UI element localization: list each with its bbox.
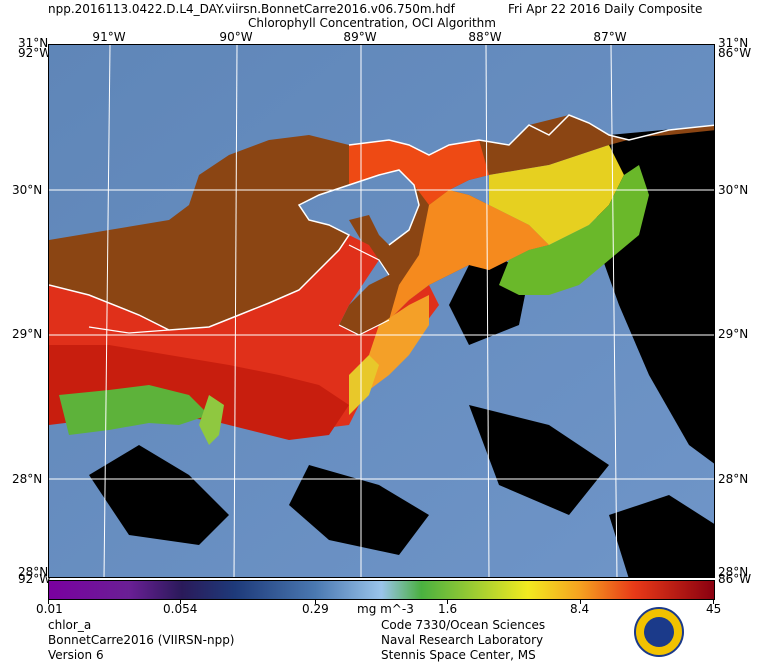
- lat-label-30-left: 30°N: [12, 183, 43, 197]
- corner-bottom-left-lat: 28°N: [18, 565, 49, 579]
- colorbar: [48, 580, 715, 600]
- chl-yellow: [489, 145, 624, 245]
- colorbar-tick-5: [713, 600, 714, 604]
- colorbar-tick-1: [180, 600, 181, 604]
- lon-label-89: 89°W: [343, 30, 377, 44]
- coastline-islands: [88, 244, 390, 336]
- date-title: Fri Apr 22 2016 Daily Composite: [508, 2, 703, 16]
- colorbar-tick-0: [48, 600, 49, 604]
- chl-high-sound: [349, 140, 489, 205]
- cloud-patch-1: [89, 445, 229, 545]
- chl-yellow-plume: [349, 355, 379, 415]
- cloud-patch-4: [609, 495, 714, 577]
- colorbar-tick-4: [580, 600, 581, 604]
- footer-product: chlor_a: [48, 618, 92, 632]
- colorbar-units: mg m^-3: [357, 602, 414, 616]
- footer-location: Stennis Space Center, MS: [381, 648, 536, 662]
- corner-bottom-right-lon: 86°W: [718, 572, 752, 586]
- colorbar-label-0: 0.01: [36, 602, 63, 616]
- corner-top-right-lon: 86°W: [718, 46, 752, 60]
- chl-green: [499, 165, 649, 295]
- corner-top-left-lon: 92°W: [18, 46, 52, 60]
- colorbar-svg: [49, 581, 714, 599]
- land: [49, 45, 714, 335]
- lat-label-29-left: 29°N: [12, 327, 43, 341]
- lon-label-90: 90°W: [219, 30, 253, 44]
- chlorophyll-map: [48, 44, 715, 578]
- seal-inner: [644, 617, 674, 647]
- colorbar-tick-2: [315, 600, 316, 604]
- colorbar-tick-3: [447, 600, 448, 604]
- colorbar-label-1: 0.054: [163, 602, 198, 616]
- graticule: [49, 45, 714, 577]
- subtitle: Chlorophyll Concentration, OCI Algorithm: [248, 16, 496, 30]
- lat-label-29-right: 29°N: [718, 327, 749, 341]
- cloud-patch-2: [289, 465, 429, 555]
- corner-top-left-lat: 31°N: [18, 36, 49, 50]
- lon-label-87: 87°W: [593, 30, 627, 44]
- coastline: [49, 114, 714, 331]
- colorbar-gradient: [49, 581, 714, 599]
- colorbar-label-4: 8.4: [570, 602, 590, 616]
- cloud-patch-3: [469, 405, 609, 515]
- lon-label-91: 91°W: [92, 30, 126, 44]
- colorbar-label-2: 0.29: [302, 602, 329, 616]
- chl-green-plume: [199, 395, 224, 445]
- footer-code: Code 7330/Ocean Sciences: [381, 618, 546, 632]
- footer-lab: Naval Research Laboratory: [381, 633, 544, 647]
- colorbar-label-3: 1.6: [438, 602, 458, 616]
- lat-label-30-right: 30°N: [718, 183, 749, 197]
- chl-orange: [389, 190, 549, 320]
- corner-bottom-left-lon: 92°W: [18, 572, 52, 586]
- lon-label-88: 88°W: [468, 30, 502, 44]
- footer-version: Version 6: [48, 648, 104, 662]
- filename-title: npp.2016113.0422.D.L4_DAY.viirsn.BonnetC…: [48, 2, 455, 16]
- colorbar-label-5: 45: [706, 602, 722, 616]
- lat-label-28-left: 28°N: [12, 472, 43, 486]
- corner-bottom-right-lat: 28°N: [718, 565, 749, 579]
- nrl-seal-icon: [634, 607, 684, 657]
- corner-top-right-lat: 31°N: [718, 36, 749, 50]
- footer-dataset: BonnetCarre2016 (VIIRSN-npp): [48, 633, 235, 647]
- chl-green-west: [59, 385, 209, 435]
- lat-label-28-right: 28°N: [718, 472, 749, 486]
- map-svg: [49, 45, 714, 577]
- chl-plume-orange: [369, 295, 429, 390]
